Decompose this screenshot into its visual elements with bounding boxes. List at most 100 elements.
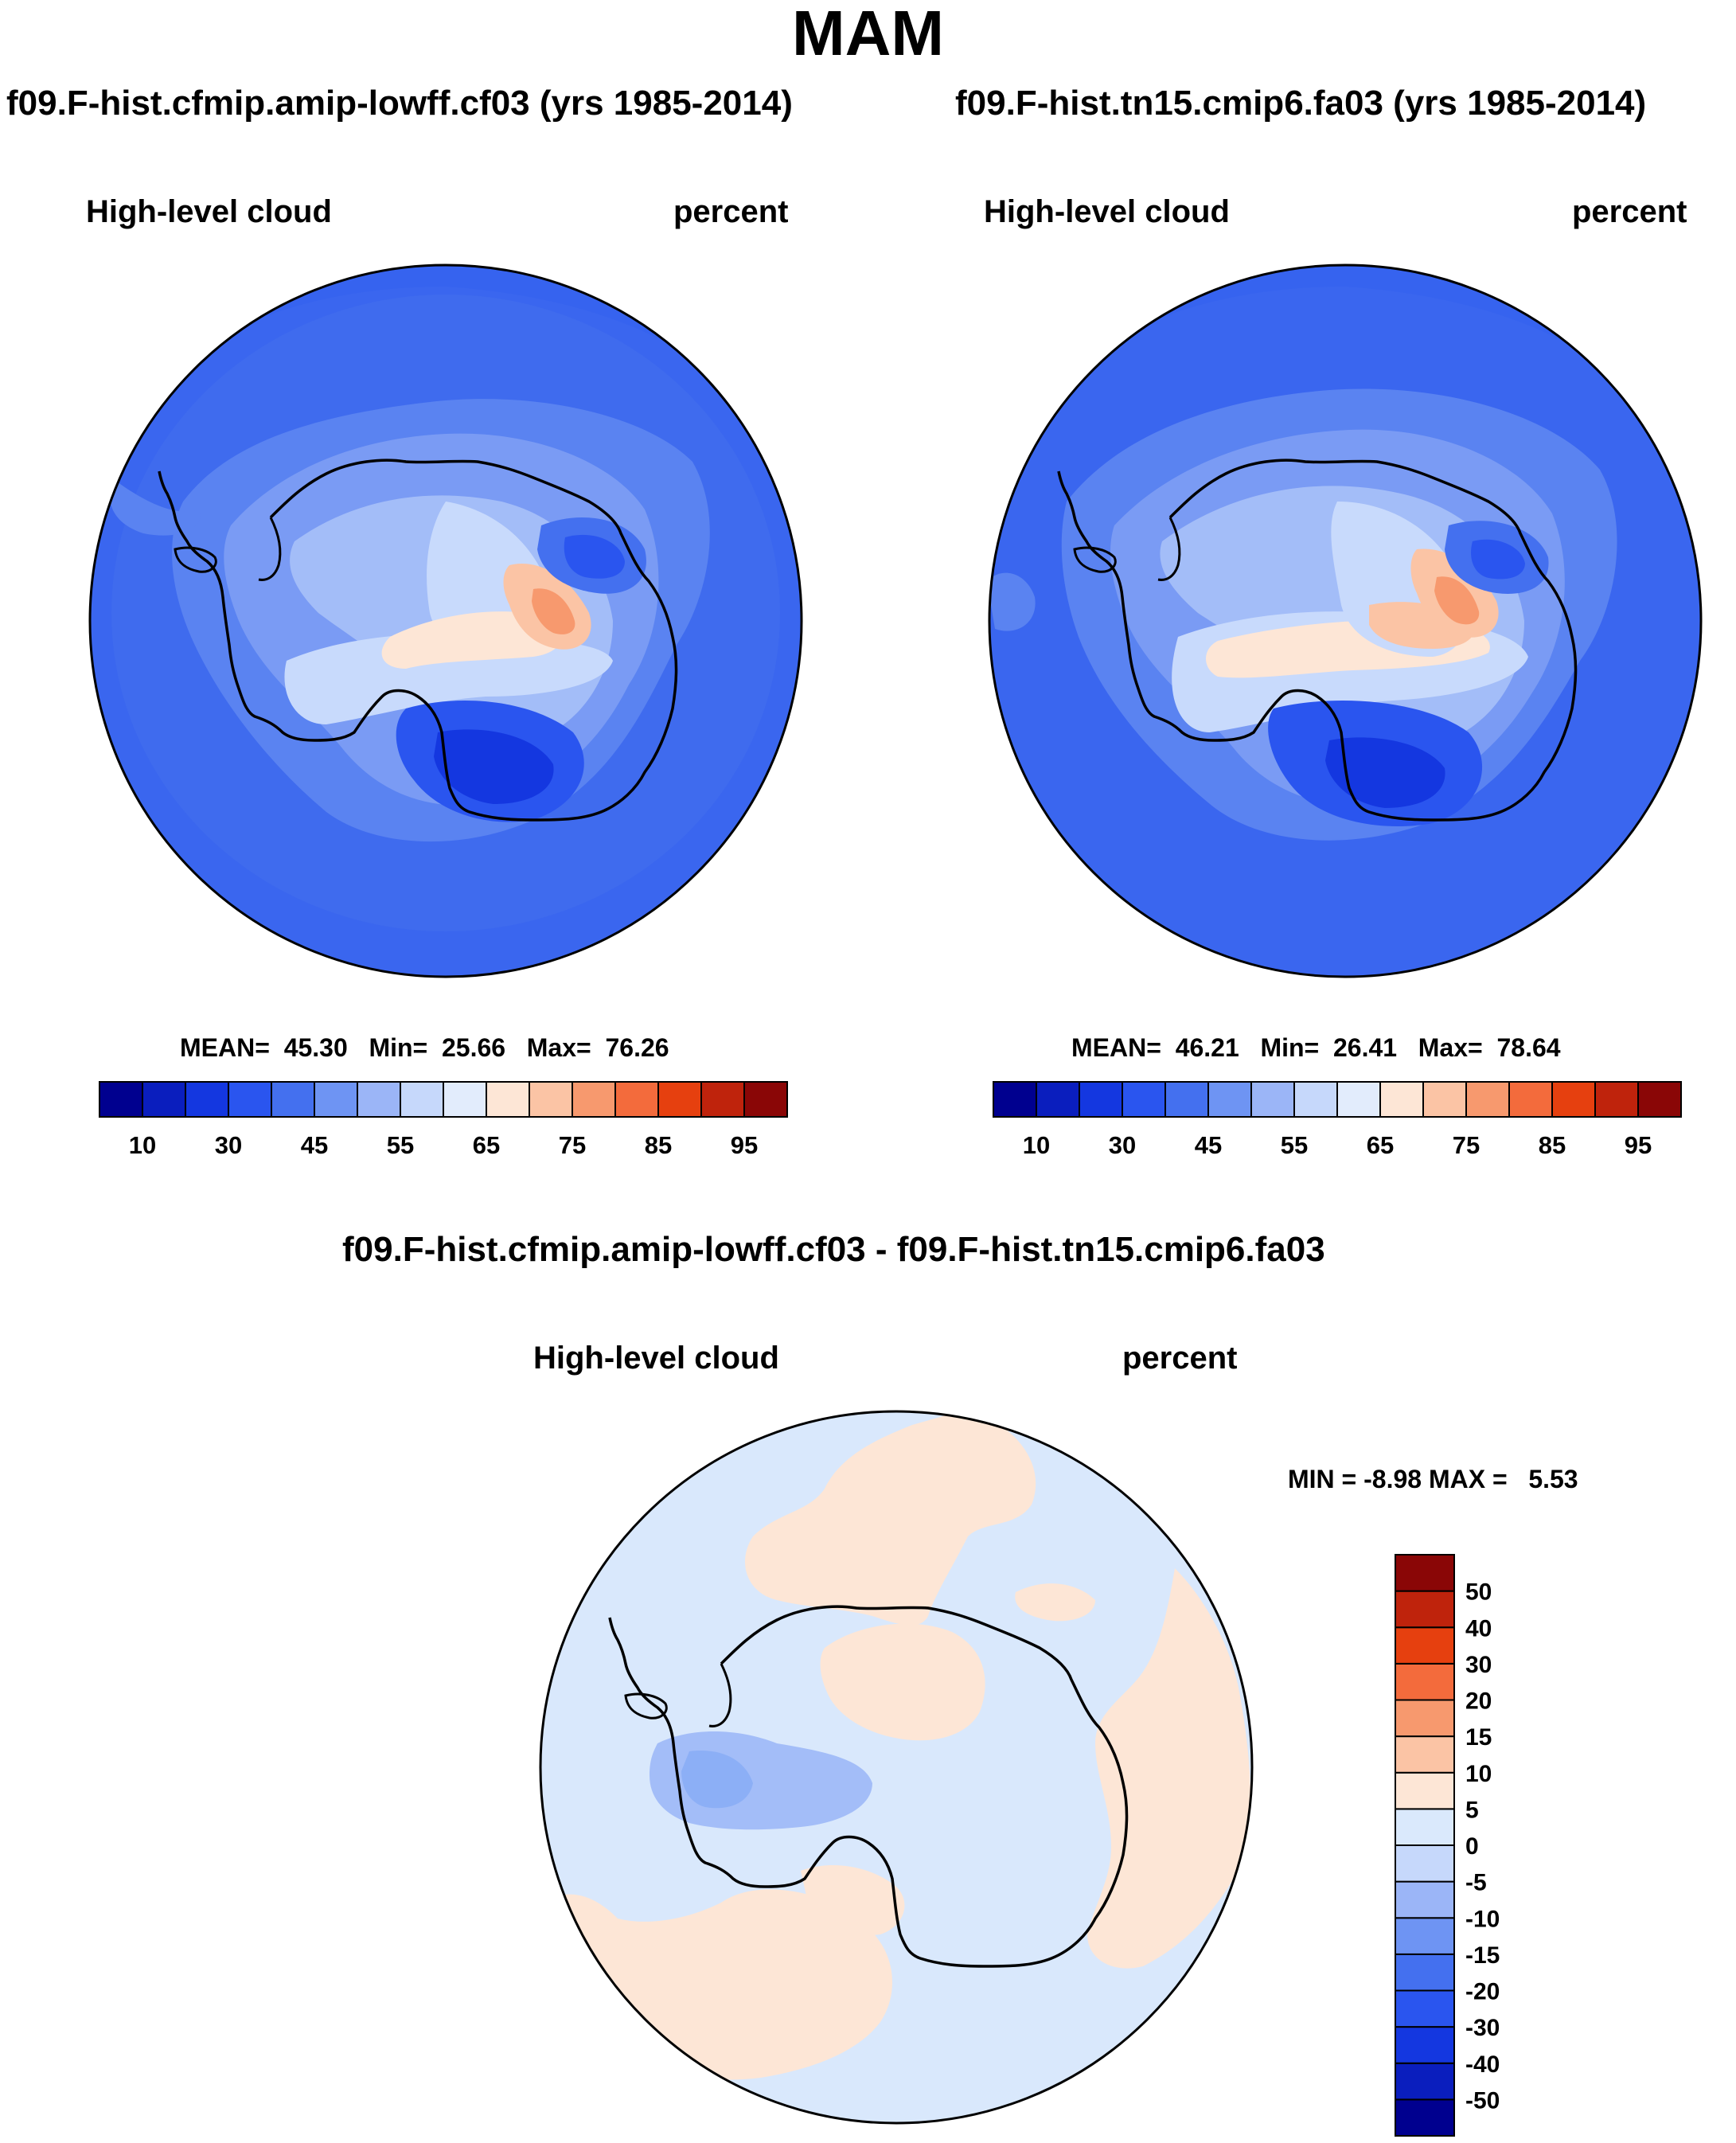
colorbar-box: [271, 1081, 315, 1118]
colorbar-box: [486, 1081, 530, 1118]
diff-units: percent: [1122, 1341, 1238, 1376]
colorbar-box: [1465, 1081, 1510, 1118]
colorbar-box: [1637, 1081, 1682, 1118]
panel-2-map: [988, 263, 1703, 978]
colorbar-label: 30: [215, 1131, 242, 1159]
panel-2-units: percent: [1572, 194, 1687, 229]
field-max: [532, 588, 575, 634]
colorbar-label: 65: [473, 1131, 500, 1159]
colorbar-box: [1422, 1081, 1467, 1118]
colorbar-box: [1395, 1626, 1455, 1665]
panel-2-colorbar: 10 30 45 55 65 75 85 95: [993, 1081, 1682, 1159]
colorbar-box: [1395, 1808, 1455, 1846]
colorbar-box: [357, 1081, 401, 1118]
colorbar-label: 55: [387, 1131, 414, 1159]
colorbar-box: [529, 1081, 573, 1118]
colorbar-box: [1395, 1917, 1455, 1955]
colorbar-label: 45: [301, 1131, 328, 1159]
diff-min: -8.98: [1363, 1465, 1422, 1493]
colorbar-label: 75: [1453, 1131, 1480, 1159]
panel-1-max: 76.26: [605, 1033, 669, 1062]
panel-2-title: f09.F-hist.tn15.cmip6.fa03 (yrs 1985-201…: [955, 84, 1647, 123]
panel-1-stats: MEAN= 45.30 Min= 25.66 Max= 76.26: [180, 1033, 669, 1062]
colorbar-box: [1395, 1771, 1455, 1810]
colorbar-box: [1395, 1989, 1455, 2028]
colorbar-label: 15: [1465, 1724, 1492, 1751]
colorbar-box: [1164, 1081, 1209, 1118]
colorbar-label: 20: [1465, 1688, 1492, 1715]
map-boundary: [88, 263, 803, 978]
colorbar-label: 30: [1109, 1131, 1136, 1159]
colorbar-label: 95: [1625, 1131, 1652, 1159]
colorbar-box: [572, 1081, 616, 1118]
colorbar-label: -15: [1465, 1942, 1500, 1969]
colorbar-label: 85: [1539, 1131, 1566, 1159]
colorbar-label: 10: [1023, 1131, 1050, 1159]
colorbar-box: [1395, 1590, 1455, 1629]
colorbar-box: [1508, 1081, 1553, 1118]
colorbar-label: 50: [1465, 1579, 1492, 1606]
colorbar-box: [1250, 1081, 1295, 1118]
panel-1-min: 25.66: [442, 1033, 506, 1062]
colorbar-box: [1395, 1699, 1455, 1738]
colorbar-label: -10: [1465, 1906, 1500, 1932]
colorbar-label: 10: [129, 1131, 156, 1159]
colorbar-label: -50: [1465, 2087, 1500, 2114]
colorbar-label: 30: [1465, 1652, 1492, 1678]
colorbar-box: [1395, 2062, 1455, 2101]
colorbar-label: 85: [645, 1131, 672, 1159]
colorbar-label: 65: [1367, 1131, 1394, 1159]
colorbar-label: -40: [1465, 2051, 1500, 2078]
field-band-70: [381, 611, 564, 669]
colorbar-box: [1395, 2098, 1455, 2137]
colorbar-label: -20: [1465, 1979, 1500, 2005]
panel-1-units: percent: [673, 194, 789, 229]
panel-1-colorbar: 10 30 45 55 65 75 85 95: [99, 1081, 788, 1159]
diff-map: [539, 1410, 1254, 2125]
colorbar-box: [1336, 1081, 1381, 1118]
colorbar-box: [228, 1081, 272, 1118]
colorbar-label: 5: [1465, 1797, 1479, 1823]
colorbar-label: 40: [1465, 1615, 1492, 1641]
main-title: MAM: [791, 0, 945, 68]
colorbar-label: 45: [1195, 1131, 1222, 1159]
diff-field-positive: [745, 1411, 1036, 1626]
colorbar-box: [1395, 1662, 1455, 1701]
colorbar-box: [700, 1081, 745, 1118]
colorbar-box: [1395, 1880, 1455, 1919]
colorbar-box: [993, 1081, 1037, 1118]
diff-title: f09.F-hist.cfmip.amip-lowff.cf03 - f09.F…: [342, 1230, 1325, 1269]
diff-variable: High-level cloud: [533, 1341, 779, 1376]
colorbar-box: [1551, 1081, 1596, 1118]
panel-2-mean: 46.21: [1175, 1033, 1239, 1062]
colorbar-box: [1395, 1953, 1455, 1992]
panel-1-mean: 45.30: [283, 1033, 348, 1062]
colorbar-box: [99, 1081, 143, 1118]
panel-1-variable: High-level cloud: [86, 194, 332, 229]
colorbar-box: [657, 1081, 702, 1118]
coastline: [158, 459, 678, 822]
colorbar-box: [1293, 1081, 1338, 1118]
colorbar-box: [1079, 1081, 1123, 1118]
colorbar-box: [1395, 1735, 1455, 1774]
colorbar-label: 10: [1465, 1761, 1492, 1787]
colorbar-box: [142, 1081, 186, 1118]
colorbar-box: [1036, 1081, 1080, 1118]
colorbar-box: [743, 1081, 788, 1118]
diff-max: 5.53: [1528, 1465, 1578, 1493]
diff-min-max: MIN = -8.98 MAX = 5.53: [1288, 1465, 1578, 1493]
colorbar-box: [314, 1081, 358, 1118]
colorbar-label: -5: [1465, 1870, 1487, 1896]
colorbar-label: 0: [1465, 1833, 1479, 1860]
colorbar-box: [185, 1081, 229, 1118]
colorbar-box: [1594, 1081, 1639, 1118]
colorbar-label: -30: [1465, 2015, 1500, 2041]
colorbar-box: [1395, 2026, 1455, 2064]
panel-2-stats: MEAN= 46.21 Min= 26.41 Max= 78.64: [1071, 1033, 1561, 1062]
colorbar-box: [614, 1081, 659, 1118]
colorbar-label: 55: [1281, 1131, 1308, 1159]
panel-1-title: f09.F-hist.cfmip.amip-lowff.cf03 (yrs 19…: [6, 84, 793, 123]
colorbar-box: [1395, 1844, 1455, 1883]
colorbar-box: [1395, 1554, 1455, 1592]
